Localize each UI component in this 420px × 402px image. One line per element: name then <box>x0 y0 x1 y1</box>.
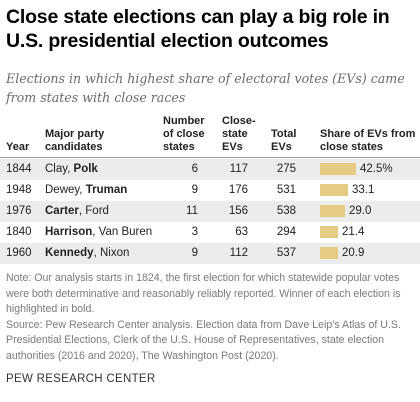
header-candidates: Major party candidates <box>45 128 105 153</box>
table-row: 1960 Kennedy, Nixon 9 112 537 20.9 <box>0 243 420 264</box>
footer-logo-text: PEW RESEARCH CENTER <box>6 373 156 385</box>
cell-close-evs: 156 <box>228 205 248 217</box>
candidate-part: , Van Buren <box>92 226 153 238</box>
cell-candidates: Dewey, Truman <box>45 183 127 198</box>
cell-year: 1840 <box>6 226 32 238</box>
candidate-part: Polk <box>73 163 98 175</box>
cell-candidates: Harrison, Van Buren <box>45 225 152 240</box>
cell-close-evs: 112 <box>229 247 248 259</box>
notes: Note: Our analysis starts in 1824, the f… <box>6 271 416 365</box>
source-text: Source: Pew Research Center analysis. El… <box>6 318 401 362</box>
share-bar <box>320 226 338 238</box>
cell-close-states: 11 <box>186 205 198 217</box>
candidate-part: Kennedy <box>45 247 94 259</box>
candidate-part: Truman <box>85 184 128 196</box>
cell-total-evs: 294 <box>276 226 296 238</box>
header-close-states: Number of close states <box>163 115 205 153</box>
share-label: 33.1 <box>352 184 375 196</box>
cell-candidates: Kennedy, Nixon <box>45 246 129 261</box>
cell-close-evs: 117 <box>229 163 248 175</box>
chart-title: Close state elections can play a big rol… <box>6 6 390 52</box>
candidate-part: , Nixon <box>93 247 130 259</box>
share-label: 20.9 <box>342 247 365 259</box>
cell-year: 1976 <box>6 205 32 217</box>
candidate-part: Carter <box>45 205 79 217</box>
cell-total-evs: 537 <box>276 247 296 259</box>
candidate-part: Dewey, <box>45 184 86 196</box>
share-bar <box>320 247 338 259</box>
share-bar <box>320 163 356 175</box>
table-row: 1948 Dewey, Truman 9 176 531 33.1 <box>0 180 420 201</box>
note-text: Note: Our analysis starts in 1824, the f… <box>6 272 401 316</box>
table-row: 1844 Clay, Polk 6 117 275 42.5% <box>0 159 420 180</box>
header-year: Year <box>6 141 30 153</box>
cell-candidates: Carter, Ford <box>45 204 109 219</box>
share-label: 42.5% <box>360 163 393 175</box>
header-share: Share of EVs from close states <box>320 128 416 153</box>
candidate-part: Harrison <box>45 226 93 238</box>
cell-close-evs: 176 <box>228 184 248 196</box>
share-label: 21.4 <box>342 226 365 238</box>
cell-year: 1960 <box>6 247 32 259</box>
cell-close-states: 9 <box>191 184 198 196</box>
cell-close-evs: 63 <box>235 226 248 238</box>
cell-total-evs: 531 <box>276 184 296 196</box>
cell-candidates: Clay, Polk <box>45 162 98 177</box>
share-label: 29.0 <box>349 205 372 217</box>
header-close-evs: Close-state EVs <box>222 115 256 153</box>
cell-close-states: 6 <box>191 163 198 175</box>
cell-total-evs: 275 <box>276 163 296 175</box>
cell-year: 1948 <box>6 184 32 196</box>
table-row: 1840 Harrison, Van Buren 3 63 294 21.4 <box>0 222 420 243</box>
chart-subtitle: Elections in which highest share of elec… <box>6 71 405 105</box>
candidate-part: , Ford <box>78 205 109 217</box>
table-row: 1976 Carter, Ford 11 156 538 29.0 <box>0 201 420 222</box>
cell-year: 1844 <box>6 163 32 175</box>
share-bar <box>320 205 345 217</box>
candidate-part: Clay, <box>45 163 74 175</box>
cell-total-evs: 538 <box>276 205 296 217</box>
share-bar <box>320 184 348 196</box>
header-divider <box>0 157 420 158</box>
header-total-evs: Total EVs <box>271 128 297 153</box>
cell-close-states: 9 <box>191 247 198 259</box>
cell-close-states: 3 <box>191 226 198 238</box>
